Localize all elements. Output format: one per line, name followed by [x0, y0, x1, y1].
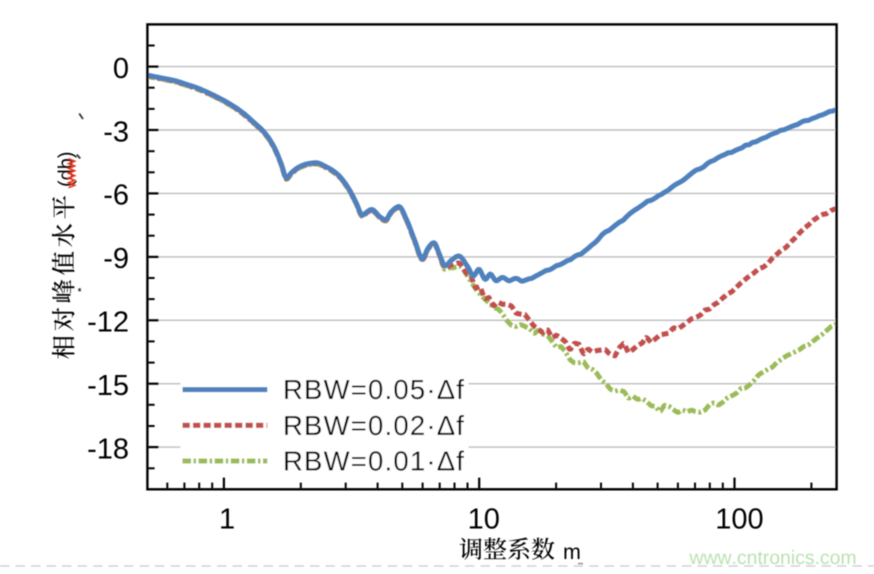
svg-text:1: 1	[219, 504, 235, 536]
svg-text:-12: -12	[87, 307, 129, 339]
svg-text:-9: -9	[103, 243, 129, 275]
svg-text:RBW=0.05·Δf: RBW=0.05·Δf	[283, 374, 465, 405]
svg-text:m: m	[563, 540, 581, 564]
svg-text:(db): (db)	[56, 151, 78, 187]
svg-text:-6: -6	[103, 180, 129, 212]
svg-text:0: 0	[113, 53, 129, 85]
svg-text:-15: -15	[87, 370, 129, 402]
svg-text:RBW=0.01·Δf: RBW=0.01·Δf	[283, 446, 465, 477]
svg-text:10: 10	[468, 504, 500, 536]
svg-text:RBW=0.02·Δf: RBW=0.02·Δf	[283, 410, 465, 441]
svg-text:-3: -3	[103, 116, 129, 148]
svg-text:100: 100	[715, 504, 763, 536]
svg-text:-18: -18	[87, 433, 129, 465]
